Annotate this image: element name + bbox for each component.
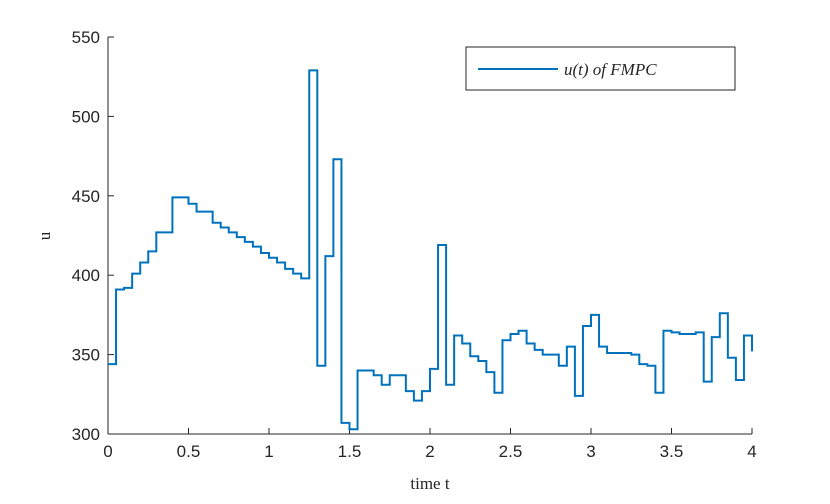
x-tick-label: 1 <box>264 442 273 461</box>
stairs-line <box>108 69 753 431</box>
x-axis-label: time t <box>410 474 449 493</box>
x-tick-label: 1.5 <box>338 442 362 461</box>
x-tick-label: 3 <box>586 442 595 461</box>
x-tick-label: 2 <box>425 442 434 461</box>
x-tick-label: 4 <box>747 442 756 461</box>
x-tick-label: 3.5 <box>660 442 684 461</box>
x-tick-label: 0 <box>103 442 112 461</box>
y-tick-label: 350 <box>72 346 100 365</box>
y-tick-label: 450 <box>72 187 100 206</box>
y-tick-label: 550 <box>72 28 100 47</box>
y-axis-label: u <box>35 231 54 240</box>
x-tick-label: 2.5 <box>499 442 523 461</box>
y-tick-label: 500 <box>72 107 100 126</box>
x-tick-label: 0.5 <box>177 442 201 461</box>
y-tick-label: 400 <box>72 266 100 285</box>
y-tick-label: 300 <box>72 425 100 444</box>
legend-label: u(t) of FMPC <box>564 60 657 79</box>
